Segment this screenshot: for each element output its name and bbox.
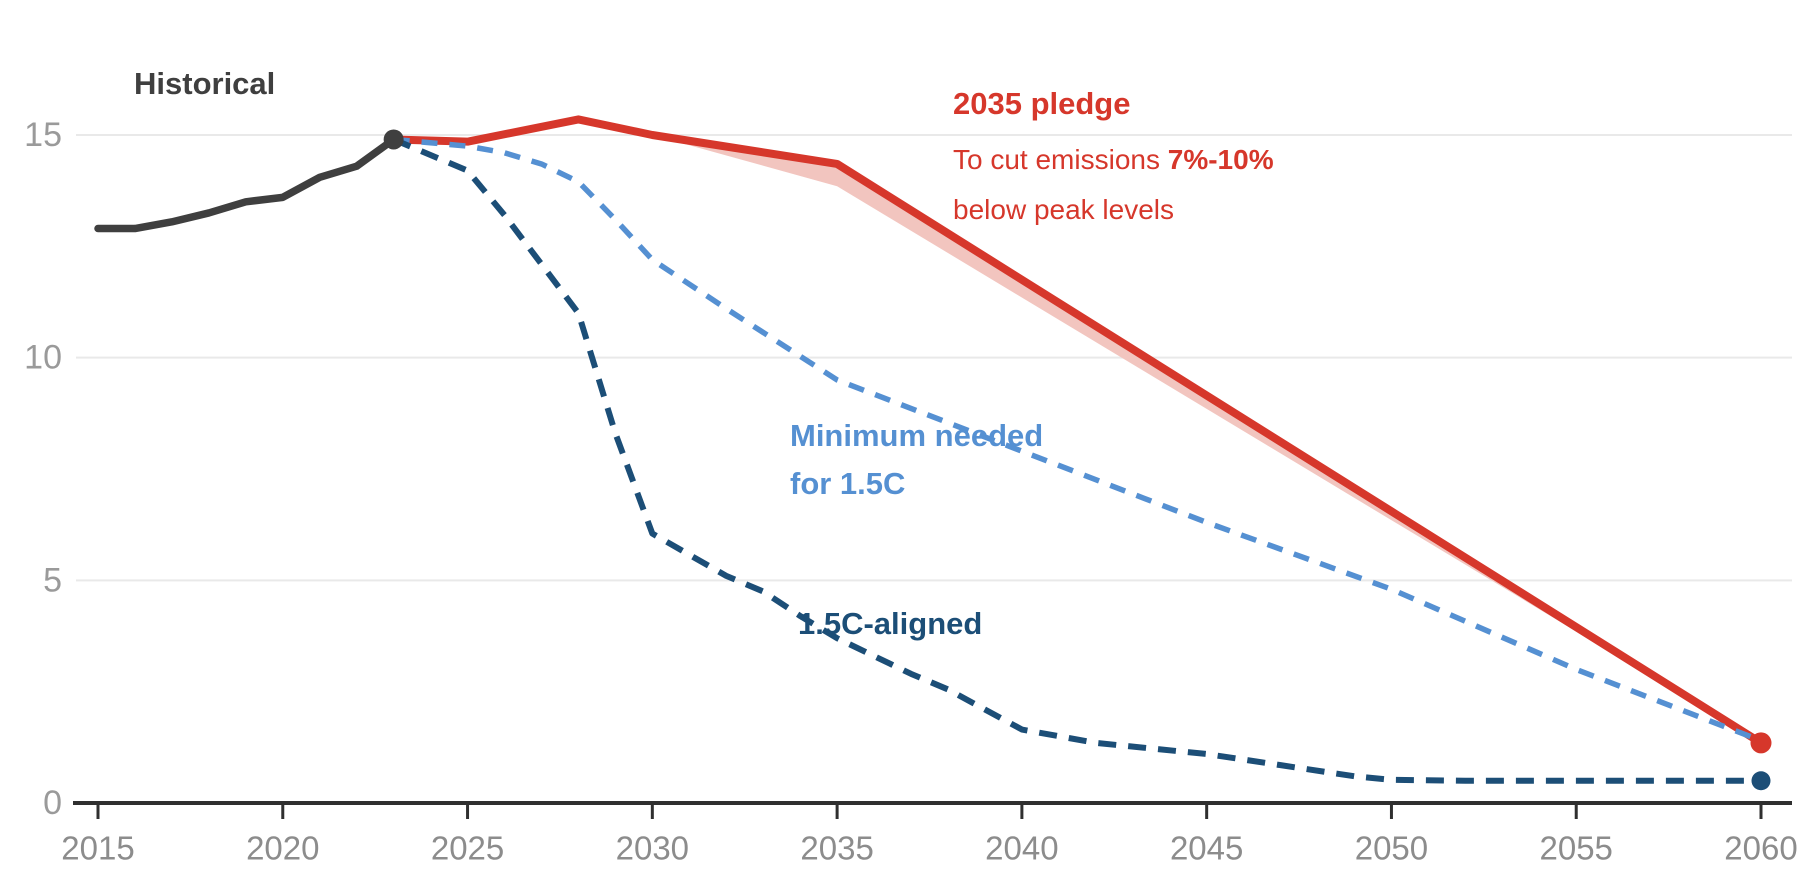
y-tick-label-5: 5 — [43, 561, 62, 599]
x-tick-label-2025: 2025 — [431, 830, 504, 867]
x-tick-label-2040: 2040 — [985, 830, 1058, 867]
y-tick-label-0: 0 — [43, 784, 62, 822]
pledge-annotation: 2035 pledge To cut emissions 7%-10% belo… — [953, 85, 1274, 235]
x-tick-label-2035: 2035 — [800, 830, 873, 867]
x-tick-label-2055: 2055 — [1540, 830, 1613, 867]
aligned-1-5c-line — [392, 136, 1761, 784]
minimum-label-line1: Minimum needed — [790, 418, 1044, 453]
y-tick-label-10: 10 — [24, 339, 62, 377]
minimum-series-label: Minimum needed for 1.5C — [790, 412, 1043, 508]
minimum-label-line2: for 1.5C — [790, 466, 906, 501]
aligned-series-label: 1.5C-aligned — [798, 606, 983, 641]
x-tick-label-2050: 2050 — [1355, 830, 1428, 867]
y-tick-label-15: 15 — [24, 116, 62, 154]
pledge-2035-line — [389, 115, 1765, 747]
aligned-1-5c-end-dot — [1751, 771, 1771, 791]
minimum-1-5c-line — [393, 136, 1762, 744]
pledge-annotation-title: 2035 pledge — [953, 86, 1131, 121]
pledge-2035-end-dot — [1750, 732, 1772, 754]
pledge-line2-text: To cut emissions — [953, 144, 1168, 175]
pledge-annotation-line2: To cut emissions 7%-10% — [953, 135, 1274, 185]
x-tick-label-2020: 2020 — [246, 830, 319, 867]
historical-line — [94, 135, 398, 233]
x-tick-label-2015: 2015 — [61, 830, 134, 867]
pledge-line2-range: 7%-10% — [1167, 144, 1274, 175]
x-tick-label-2045: 2045 — [1170, 830, 1243, 867]
x-tick-label-2060: 2060 — [1724, 830, 1797, 867]
pledge-annotation-line3: below peak levels — [953, 194, 1175, 225]
historical-series-label: Historical — [134, 66, 276, 101]
historical-end-dot — [383, 129, 404, 150]
x-tick-label-2030: 2030 — [616, 830, 689, 867]
